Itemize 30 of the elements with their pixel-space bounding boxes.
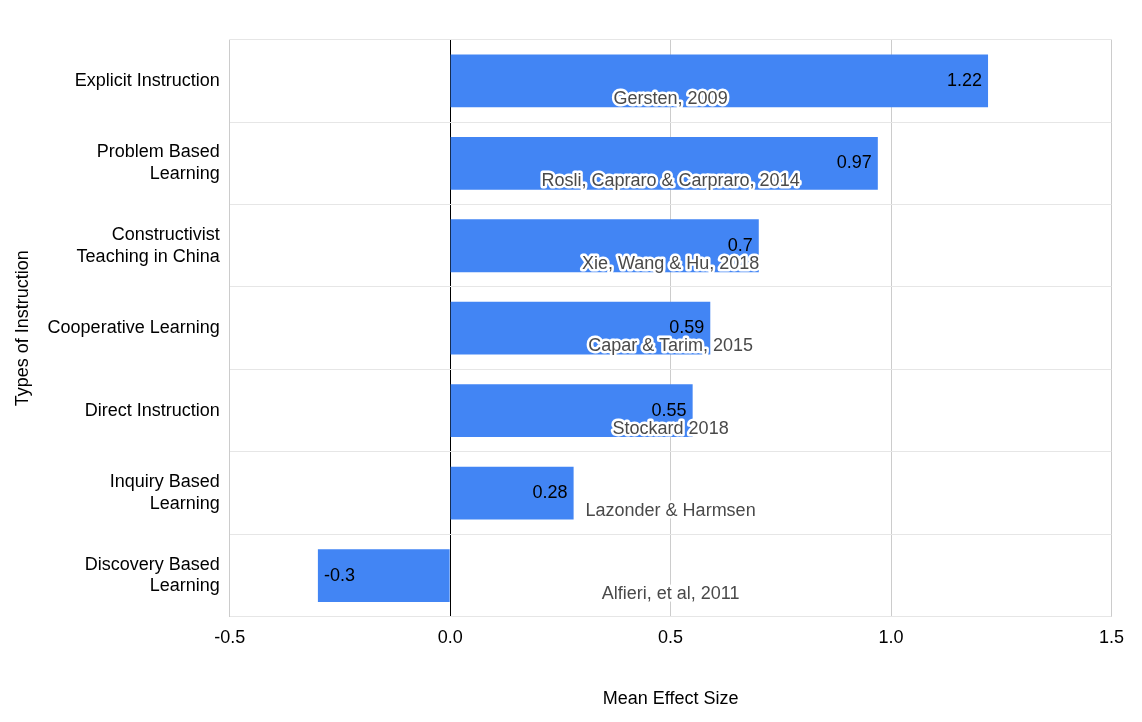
- x-tick-label: -0.5: [214, 626, 246, 647]
- annotation: Xie, Wang & Hu, 2018: [581, 252, 760, 273]
- x-tick-label: 0.0: [437, 626, 463, 647]
- annotation: Alfieri, et al, 2011: [601, 582, 740, 603]
- y-tick-label: Problem Based Learning: [96, 141, 220, 184]
- annotation: Lazonder & Harmsen: [585, 500, 756, 521]
- y-tick-label: Direct Instruction: [84, 399, 220, 420]
- bar: [450, 466, 574, 520]
- annotation: Rosli, Capraro & Carpraro, 2014: [541, 170, 800, 191]
- x-tick-label: 1.5: [1098, 626, 1124, 647]
- y-tick-label: Discovery Based Learning: [84, 553, 220, 596]
- annotation: Capar & Tarim, 2015: [588, 335, 753, 356]
- y-tick-label: Inquiry Based Learning: [109, 471, 220, 513]
- x-tick-label: 1.0: [878, 626, 904, 647]
- data-label: 0.7: [727, 234, 753, 255]
- data-label: -0.3: [323, 564, 355, 585]
- data-label: 0.55: [651, 399, 687, 420]
- data-label: 0.28: [532, 482, 568, 503]
- y-axis-title: Types of Instruction: [11, 250, 32, 407]
- annotation: Gersten, 2009: [613, 87, 728, 108]
- bar: [317, 549, 450, 602]
- y-tick-label: Cooperative Learning: [47, 317, 220, 338]
- x-tick-label: 0.5: [658, 626, 684, 647]
- data-label: 0.59: [669, 317, 705, 338]
- y-tick-label: Explicit Instruction: [74, 69, 220, 90]
- y-tick-label: Constructivist Teaching in China: [76, 223, 221, 266]
- bar: [450, 54, 989, 108]
- x-axis-title: Mean Effect Size: [602, 688, 739, 709]
- data-label: 0.97: [836, 152, 872, 173]
- data-label: 1.22: [946, 69, 983, 90]
